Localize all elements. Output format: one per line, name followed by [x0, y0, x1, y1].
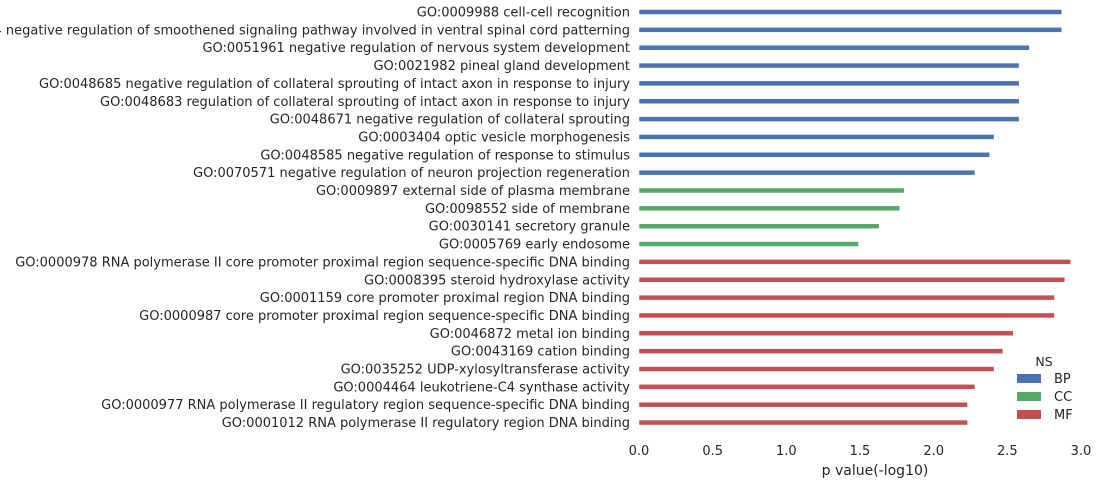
x-tick-label: 1.0 — [776, 444, 797, 459]
bar-bp — [638, 44, 1030, 51]
category-label: GO:0043169 cation binding — [451, 345, 630, 360]
bar-mf — [638, 259, 1071, 265]
category-label: GO:0001012 RNA polymerase II regulatory … — [222, 416, 630, 431]
bar-cc — [638, 241, 859, 247]
legend: NS BP CC MF — [1017, 354, 1073, 423]
bar-cc — [638, 223, 880, 229]
category-label: GO:0004464 leukotriene-C4 synthase activ… — [333, 380, 630, 395]
category-label: GO:0005769 early endosome — [439, 238, 630, 253]
category-label: GO:0048671 negative regulation of collat… — [270, 113, 630, 128]
category-label: GO:0035252 UDP-xylosyltransferase activi… — [341, 363, 631, 378]
legend-swatch-bp — [1017, 374, 1041, 383]
category-label: GO:0000987 core promoter proximal region… — [139, 309, 630, 324]
legend-title: NS — [1035, 354, 1052, 369]
bar-mf — [638, 294, 1055, 301]
bar-bp — [638, 98, 1020, 104]
category-label: GO:0001159 core promoter proximal region… — [260, 291, 630, 306]
x-axis-ticks: 0.0 0.5 1.0 1.5 2.0 2.5 3.0 — [629, 444, 1092, 459]
legend-label-mf: MF — [1054, 408, 1073, 423]
category-label: GO:0003404 optic vesicle morphogenesis — [358, 130, 630, 145]
category-label: GO:0000978 RNA polymerase II core promot… — [15, 255, 630, 270]
category-label: GO:0021914 negative regulation of smooth… — [0, 23, 630, 38]
bar-mf — [638, 277, 1066, 283]
category-label: GO:0048685 negative regulation of collat… — [39, 77, 630, 92]
x-tick-label: 0.5 — [702, 444, 723, 459]
category-label: GO:0048683 regulation of collateral spro… — [100, 95, 630, 110]
bar-cc — [638, 187, 905, 194]
x-tick-label: 0.0 — [629, 444, 650, 459]
x-axis-label: p value(-log10) — [822, 463, 929, 479]
category-label: GO:0046872 metal ion binding — [430, 327, 630, 342]
category-label: GO:0008395 steroid hydroxylase activity — [364, 273, 630, 288]
legend-label-bp: BP — [1054, 372, 1071, 387]
bar-bp — [638, 152, 990, 158]
legend-swatch-mf — [1017, 410, 1041, 419]
category-label: GO:0051961 negative regulation of nervou… — [202, 41, 630, 56]
category-label: GO:0048585 negative regulation of respon… — [260, 148, 630, 163]
bar-bp — [638, 9, 1063, 15]
category-label: GO:0000977 RNA polymerase II regulatory … — [101, 398, 630, 413]
bar-mf — [638, 366, 995, 372]
bar-bp — [638, 27, 1063, 33]
x-tick-label: 3.0 — [1071, 444, 1092, 459]
category-label: GO:0098552 side of membrane — [425, 202, 630, 217]
bar-bp — [638, 80, 1020, 87]
bar-mf — [638, 419, 968, 426]
legend-swatch-cc — [1017, 392, 1041, 401]
category-labels: GO:0009988 cell-cell recognition GO:00219… — [0, 6, 630, 432]
bar-mf — [638, 401, 968, 408]
legend-entries: BP CC MF — [1017, 372, 1073, 423]
bar-bp — [638, 62, 1020, 69]
category-label: GO:0021982 pineal gland development — [373, 59, 630, 74]
bar-bp — [638, 116, 1020, 122]
bar-mf — [638, 312, 1055, 319]
bar-bp — [638, 169, 976, 176]
bar-mf — [638, 384, 976, 390]
category-label: GO:0030141 secretory granule — [429, 220, 630, 235]
bar-mf — [638, 330, 1014, 337]
x-tick-label: 2.0 — [923, 444, 944, 459]
category-label: GO:0009897 external side of plasma membr… — [316, 184, 630, 199]
bar-bp — [638, 134, 995, 140]
legend-label-cc: CC — [1054, 390, 1072, 405]
category-label: GO:0009988 cell-cell recognition — [417, 6, 630, 21]
category-label: GO:0070571 negative regulation of neuron… — [193, 166, 630, 181]
x-tick-label: 2.5 — [997, 444, 1018, 459]
bars-layer — [638, 9, 1071, 426]
bar-mf — [638, 348, 1004, 354]
x-tick-label: 1.5 — [850, 444, 871, 459]
bar-cc — [638, 205, 901, 212]
